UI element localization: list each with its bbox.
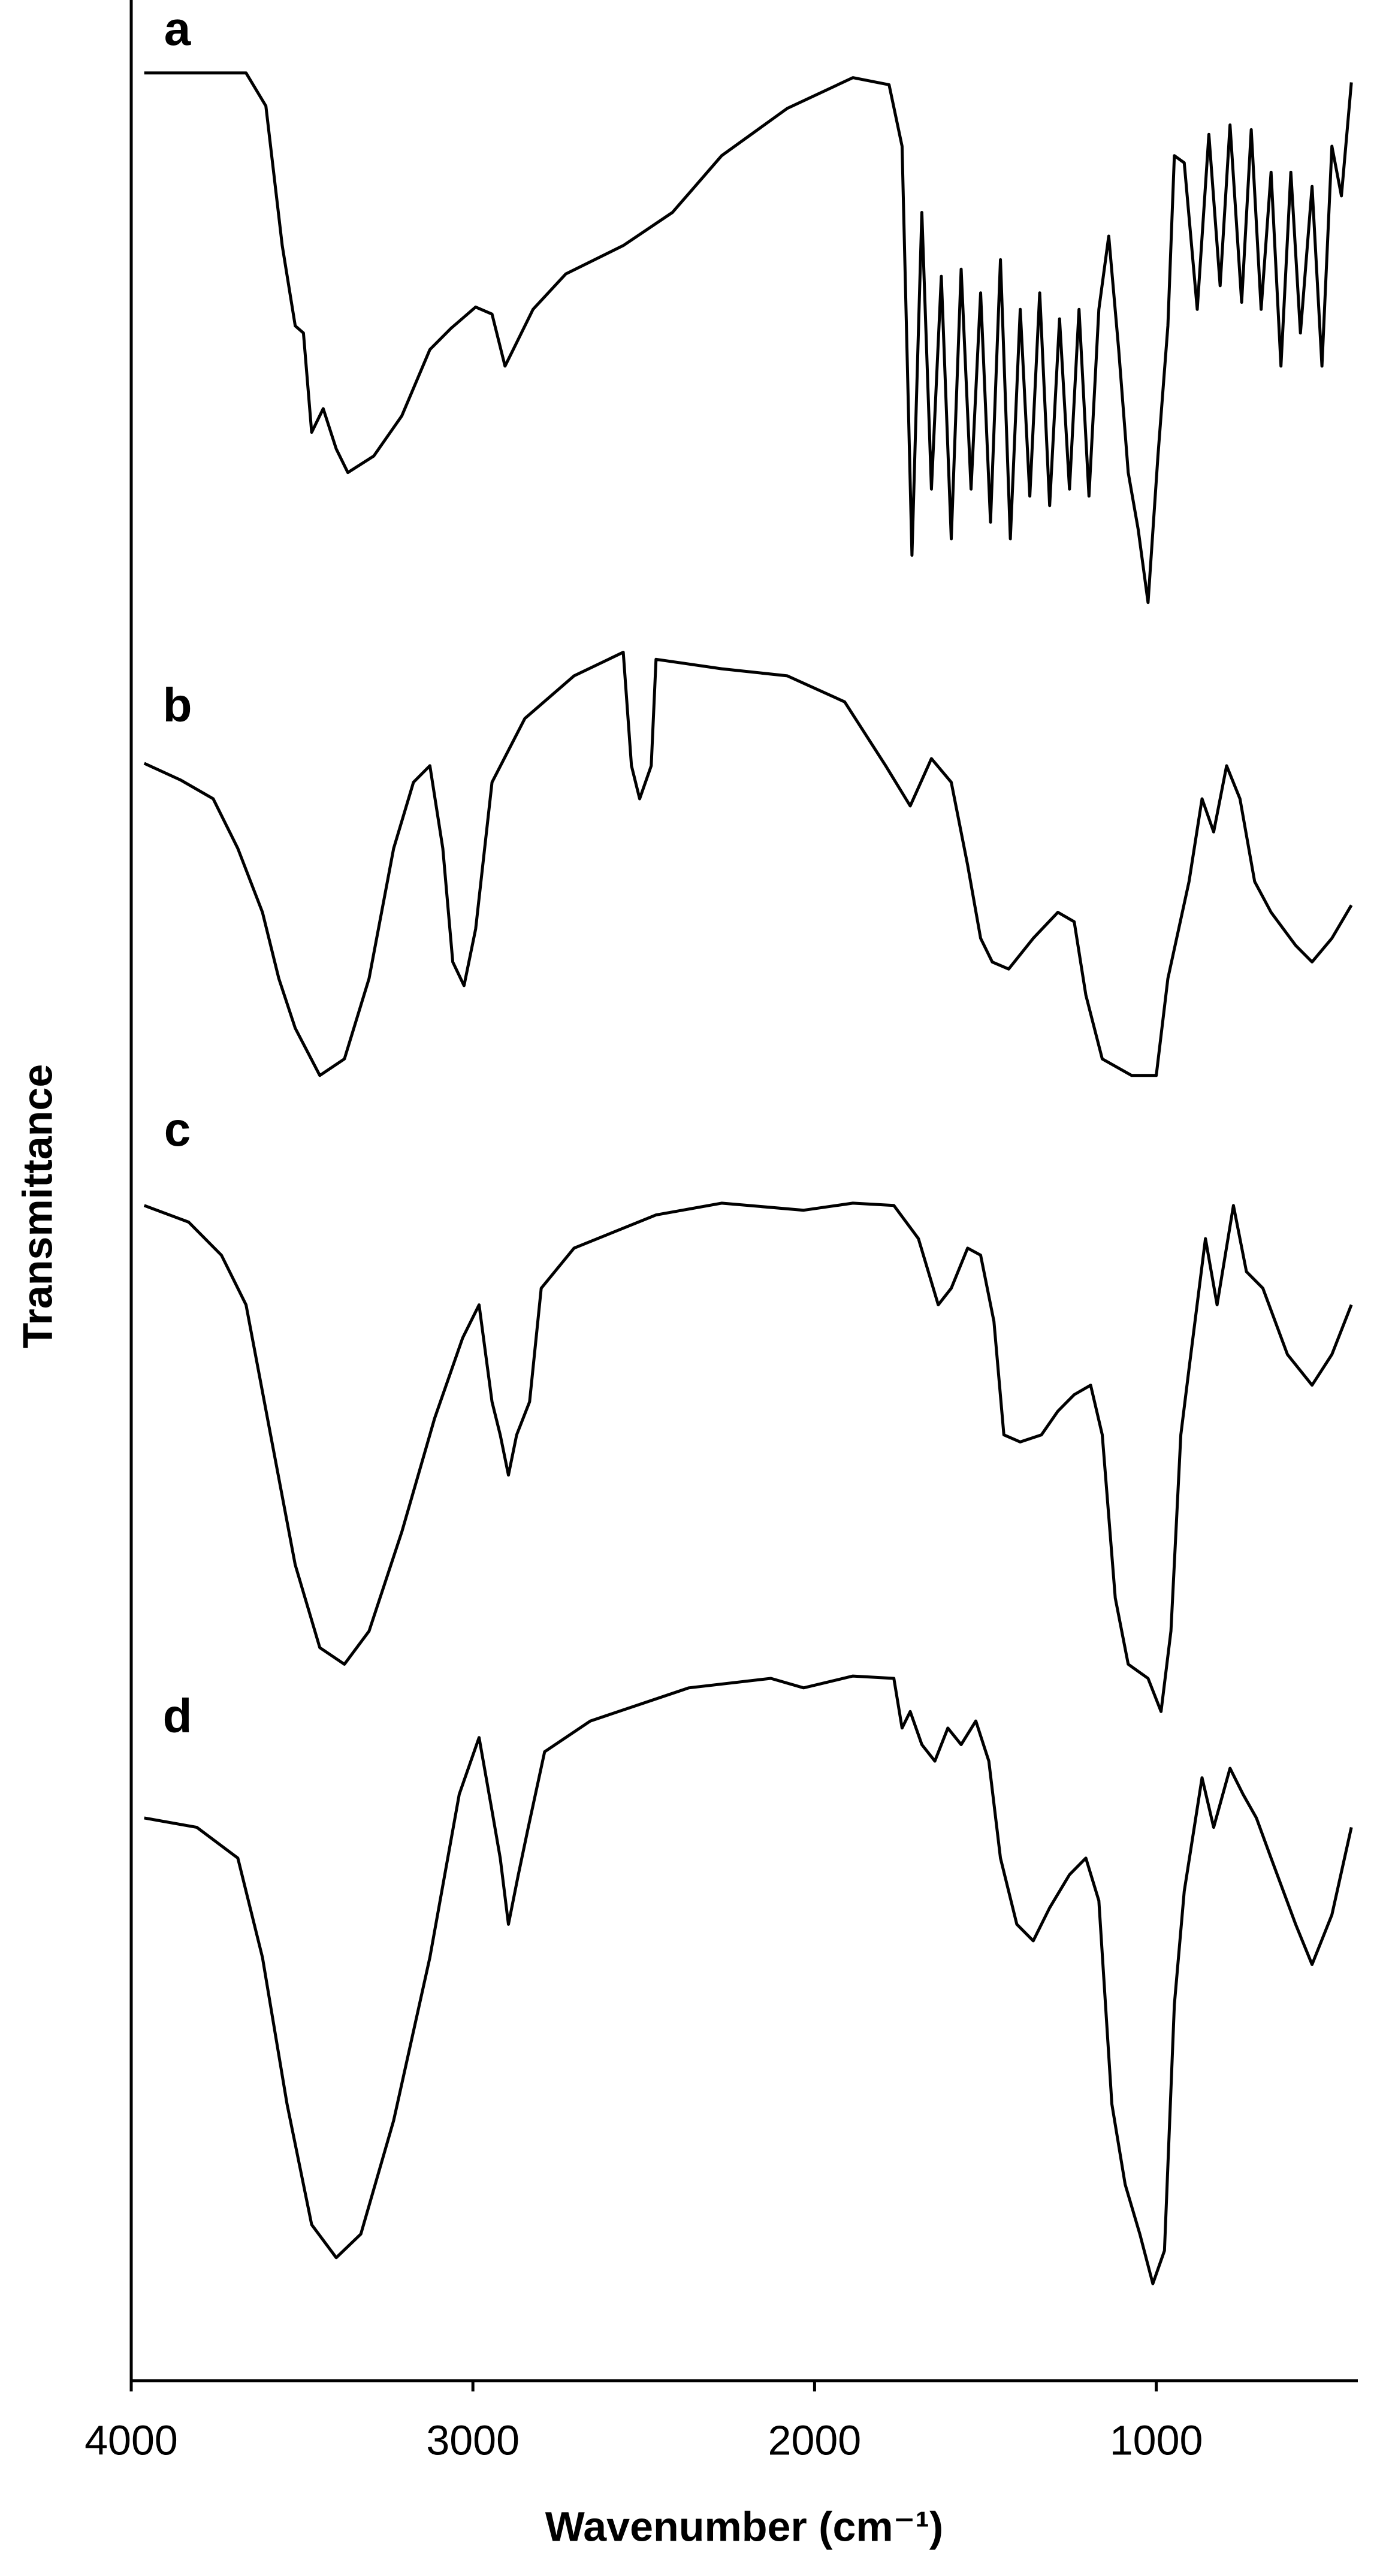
- series-label: b: [163, 678, 192, 732]
- x-tick-label: 4000: [84, 2417, 178, 2463]
- spectrum-line: [143, 651, 1353, 1077]
- x-tick-label: 1000: [1110, 2417, 1203, 2463]
- y-axis-title: Transmittance: [14, 1064, 61, 1349]
- spectrum-line: [144, 71, 1353, 605]
- x-tick-label: 2000: [768, 2417, 862, 2463]
- spectrum-line: [144, 1674, 1353, 2285]
- x-tick-label: 3000: [426, 2417, 520, 2463]
- series-label: c: [164, 1103, 191, 1156]
- series-label: a: [164, 2, 191, 55]
- x-axis-title: Wavenumber (cm⁻¹): [545, 2503, 943, 2550]
- series-label: d: [163, 1689, 192, 1743]
- spectrum-line: [143, 1201, 1353, 1713]
